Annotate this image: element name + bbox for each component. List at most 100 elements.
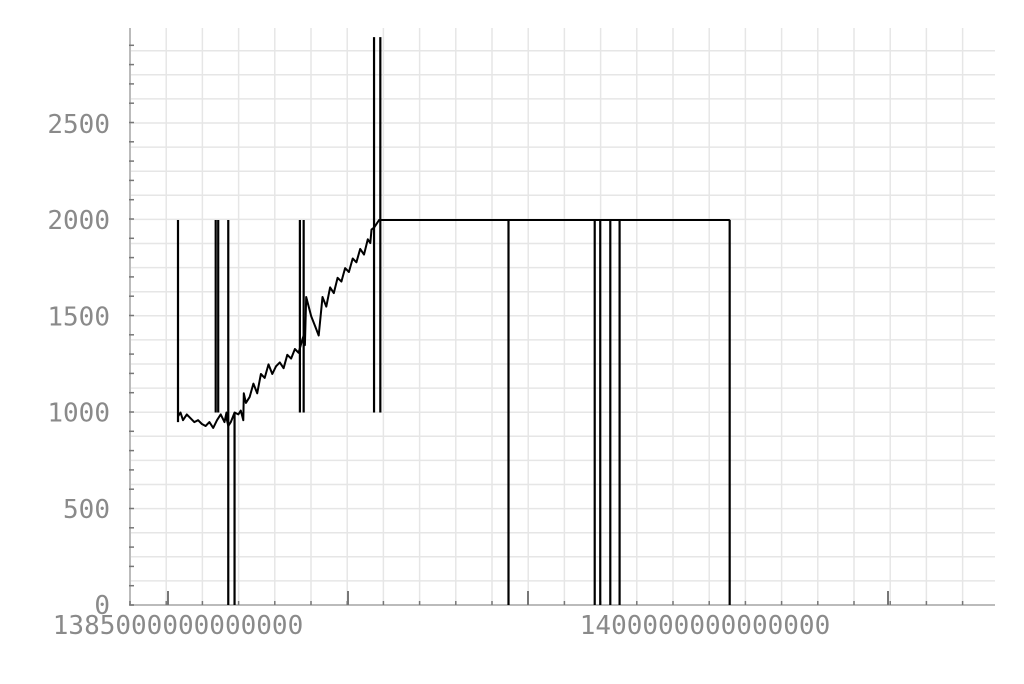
data-point-131	[680, 219, 682, 221]
data-point-87	[494, 219, 496, 221]
data-point-20	[240, 410, 242, 412]
data-point-96	[529, 219, 531, 221]
data-point-52	[344, 267, 346, 269]
data-point-78	[448, 219, 450, 221]
data-point-134	[695, 219, 697, 221]
data-point-29	[267, 363, 270, 365]
data-point-16	[227, 425, 229, 427]
data-point-119	[619, 219, 621, 221]
data-point-50	[337, 277, 339, 279]
data-point-123	[639, 219, 642, 221]
data-point-24	[249, 396, 251, 398]
data-point-53	[348, 271, 350, 273]
data-point-98	[539, 219, 541, 221]
data-point-64	[382, 219, 384, 221]
data-point-42	[308, 306, 310, 308]
data-point-30	[271, 373, 273, 375]
data-point-97	[534, 219, 536, 221]
data-point-0	[177, 415, 179, 417]
y-tick-label-5: 2500	[47, 110, 110, 140]
data-point-104	[569, 219, 571, 221]
data-point-59	[369, 242, 371, 244]
axes	[129, 28, 995, 606]
data-point-135	[700, 219, 702, 221]
data-point-43	[310, 315, 312, 317]
grid	[129, 28, 995, 606]
data-point-70	[408, 219, 410, 221]
data-point-73	[423, 219, 425, 221]
data-point-48	[329, 286, 331, 288]
data-point-6	[197, 419, 199, 421]
data-point-122	[634, 219, 637, 221]
data-point-2	[182, 419, 184, 421]
data-point-49	[333, 292, 335, 294]
spike-lines	[176, 37, 731, 605]
data-point-14	[225, 411, 228, 414]
data-point-130	[675, 219, 677, 221]
data-point-127	[660, 219, 662, 221]
data-point-47	[325, 306, 327, 308]
data-point-81	[463, 219, 466, 221]
y-tick-label-3: 1500	[47, 302, 110, 332]
data-point-113	[589, 219, 591, 221]
data-point-82	[468, 219, 471, 221]
data-point-79	[453, 219, 456, 221]
data-point-58	[367, 238, 369, 240]
data-point-93	[514, 219, 516, 221]
data-point-100	[549, 219, 551, 221]
data-point-83	[474, 219, 476, 221]
data-point-95	[524, 219, 526, 221]
data-point-27	[260, 373, 262, 375]
data-point-44	[314, 325, 316, 327]
data-point-94	[519, 219, 521, 221]
data-point-56	[359, 248, 361, 250]
data-point-21	[242, 419, 244, 421]
data-point-92	[509, 219, 511, 221]
data-point-136	[705, 219, 707, 221]
data-point-86	[489, 219, 491, 221]
data-point-55	[355, 261, 357, 263]
data-point-121	[629, 219, 632, 221]
data-point-8	[205, 425, 207, 427]
data-point-5	[193, 421, 195, 423]
data-point-66	[389, 219, 391, 221]
data-point-74	[428, 219, 430, 221]
data-point-38	[301, 338, 303, 340]
data-point-140	[725, 219, 727, 221]
data-point-76	[438, 219, 440, 221]
data-point-89	[499, 219, 501, 221]
data-point-120	[624, 219, 627, 221]
data-point-110	[584, 219, 586, 221]
data-point-139	[720, 219, 722, 221]
data-point-85	[484, 219, 486, 221]
data-point-9	[208, 421, 210, 423]
series-line-0	[177, 219, 730, 429]
data-point-132	[685, 219, 687, 221]
data-point-25	[252, 383, 254, 385]
data-point-115	[599, 219, 601, 221]
data-point-31	[275, 365, 277, 367]
data-point-80	[458, 219, 461, 221]
data-point-28	[264, 377, 266, 379]
y-tick-label-1: 500	[63, 495, 110, 525]
y-tick-labels: 0 500 1000 1500 2000 2500	[47, 110, 110, 621]
data-point-65	[386, 219, 388, 221]
data-point-68	[398, 219, 400, 221]
data-point-101	[554, 219, 556, 221]
data-point-34	[286, 354, 288, 356]
data-point-114	[594, 219, 596, 221]
data-point-106	[577, 219, 579, 221]
data-point-112	[587, 219, 589, 221]
data-point-88	[497, 219, 499, 221]
data-point-69	[403, 219, 405, 221]
data-point-116	[604, 219, 606, 221]
data-point-40	[304, 344, 306, 346]
y-tick-label-0: 0	[94, 591, 110, 621]
data-point-124	[644, 219, 647, 221]
data-point-75	[433, 219, 435, 221]
data-point-33	[283, 367, 285, 369]
data-point-102	[559, 219, 561, 221]
data-point-133	[690, 219, 692, 221]
data-point-19	[237, 413, 239, 415]
data-point-18	[234, 411, 236, 414]
